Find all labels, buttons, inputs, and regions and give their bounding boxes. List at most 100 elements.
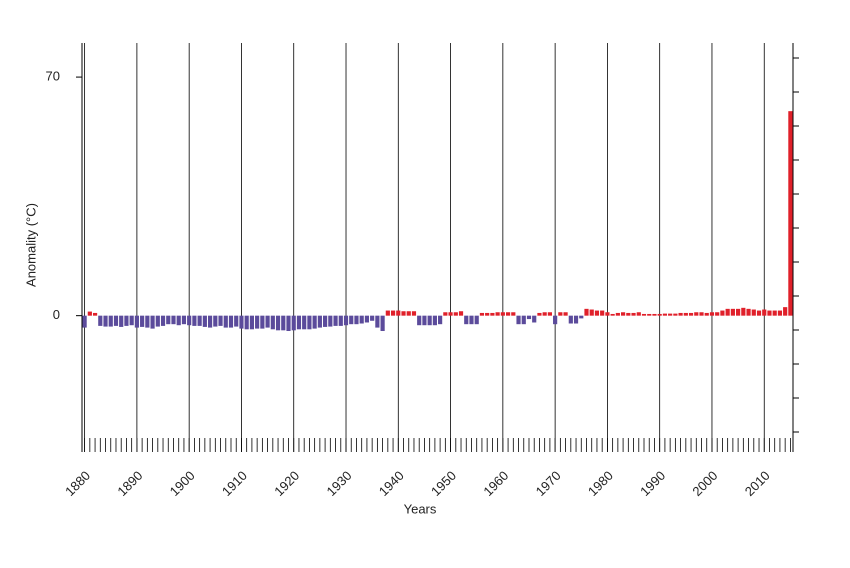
bar: [495, 312, 500, 316]
bar: [641, 313, 647, 316]
x-tick-label: 1950: [428, 468, 459, 499]
bar: [788, 111, 793, 316]
bar: [338, 315, 343, 326]
bar: [323, 315, 328, 327]
bar: [427, 315, 432, 326]
bar: [286, 315, 291, 332]
bar: [129, 315, 134, 326]
y-tick-label: 0: [53, 307, 60, 322]
bar: [558, 312, 563, 316]
bar: [432, 315, 437, 326]
bar: [589, 309, 594, 316]
bar: [181, 315, 187, 325]
bar: [140, 315, 145, 327]
x-tick-label: 2010: [742, 468, 773, 499]
bar: [547, 312, 552, 316]
bar: [579, 315, 584, 319]
bar: [709, 312, 715, 316]
bar: [197, 315, 202, 326]
bar: [683, 312, 688, 316]
bar: [505, 312, 511, 316]
x-tick-label: 1980: [585, 468, 616, 499]
bar: [443, 312, 448, 316]
bar: [584, 308, 589, 316]
bar: [375, 315, 380, 328]
bar: [207, 315, 213, 328]
bar: [307, 315, 312, 330]
bar: [767, 310, 772, 316]
y-tick-label: 70: [46, 69, 60, 84]
bar: [213, 315, 218, 327]
bar: [82, 315, 87, 328]
bar: [92, 312, 98, 316]
x-tick-label: 1920: [271, 468, 302, 499]
bar: [411, 311, 417, 316]
bar: [511, 312, 516, 316]
bar: [694, 312, 699, 316]
bar: [783, 307, 788, 316]
bar: [730, 308, 735, 316]
bar: [704, 312, 709, 316]
bar: [265, 315, 270, 328]
x-axis-label: Years: [404, 501, 437, 516]
bar: [673, 313, 678, 316]
bar: [406, 311, 411, 316]
bar: [516, 315, 521, 325]
x-tick-label: 1960: [480, 468, 511, 499]
bar: [270, 315, 275, 330]
bar: [390, 310, 396, 316]
bar: [255, 315, 260, 329]
bar: [349, 315, 354, 325]
bar: [302, 315, 307, 330]
bar: [150, 315, 155, 329]
bar: [678, 312, 683, 316]
bar: [364, 315, 370, 323]
bar: [485, 312, 490, 316]
bar: [359, 315, 364, 324]
bar: [260, 315, 265, 329]
bar: [736, 308, 741, 316]
bar: [244, 315, 249, 330]
bar: [715, 312, 720, 316]
bar: [647, 313, 652, 316]
bar: [542, 312, 547, 316]
bar: [600, 310, 605, 316]
bar: [526, 315, 532, 320]
bar: [626, 312, 631, 316]
bar: [202, 315, 207, 327]
bar: [688, 312, 694, 316]
bar: [343, 315, 349, 326]
bar: [239, 315, 244, 329]
bar: [401, 311, 406, 316]
y-axis-label: Anomality (°C): [23, 203, 38, 287]
bar: [573, 315, 579, 324]
bar: [500, 312, 505, 316]
bar: [521, 315, 526, 325]
bar: [134, 315, 139, 328]
bar: [532, 315, 537, 323]
bar: [746, 308, 751, 316]
bar: [291, 315, 296, 331]
bar: [385, 310, 390, 316]
bar: [296, 315, 302, 330]
bar: [333, 315, 338, 326]
bar: [87, 311, 92, 316]
bar: [438, 315, 443, 325]
bar: [176, 315, 181, 326]
bar: [615, 312, 620, 316]
bar: [192, 315, 197, 326]
bar: [113, 315, 119, 326]
bar: [160, 315, 166, 326]
bar: [605, 312, 610, 316]
bar: [103, 315, 108, 327]
x-tick-label: 1890: [114, 468, 145, 499]
bar: [458, 311, 464, 316]
bar: [422, 315, 427, 326]
bar: [756, 310, 762, 316]
bar: [777, 310, 783, 316]
bar: [155, 315, 160, 327]
bar: [171, 315, 176, 325]
bar: [124, 315, 129, 326]
bar: [772, 310, 777, 316]
